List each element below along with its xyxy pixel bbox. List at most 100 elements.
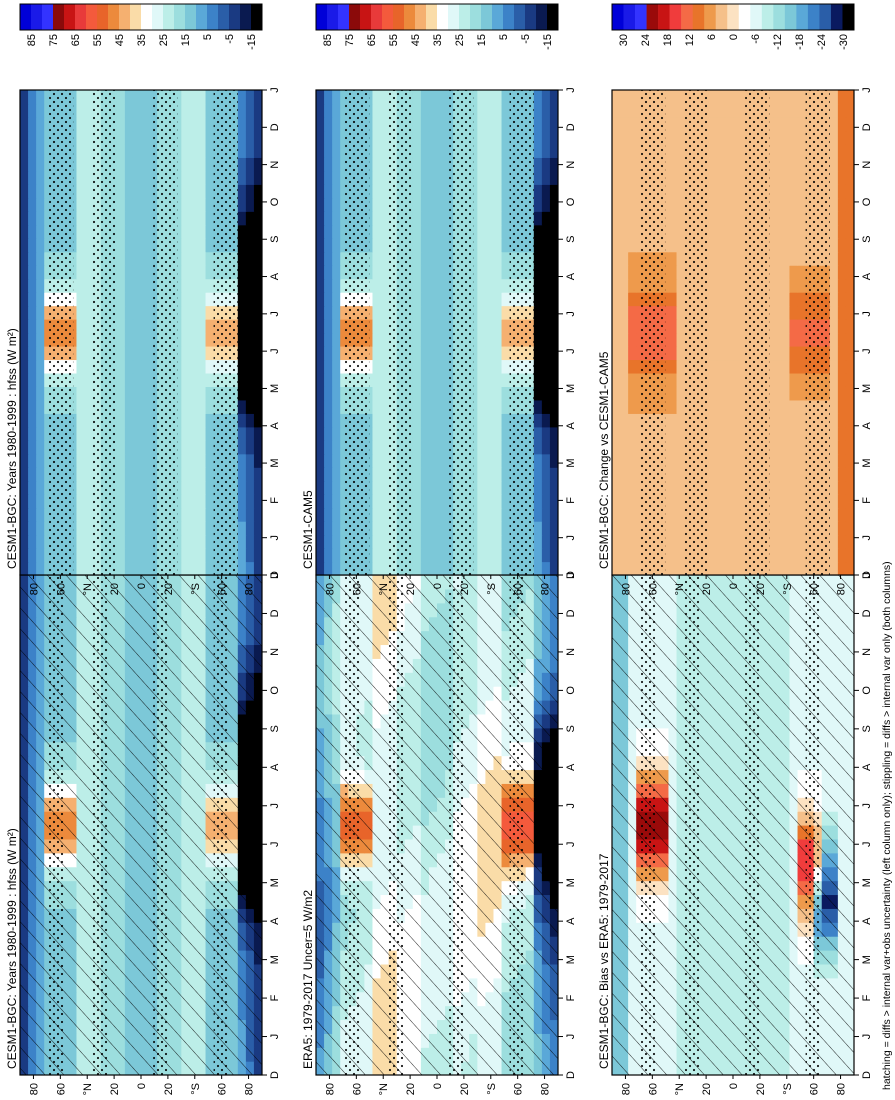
heatmap-cell [36,305,45,320]
heatmap-cell [245,197,255,212]
colorbar-swatch [97,4,109,30]
x-tick-label: D [269,123,281,131]
heatmap-cell [253,238,262,253]
heatmap-cell [76,440,86,455]
heatmap-cell [245,184,255,199]
colorbar-swatch [31,4,43,30]
heatmap-cell [316,494,325,509]
heatmap-cell [324,480,333,495]
heatmap-cell [253,386,262,401]
heatmap-cell [380,116,390,132]
heatmap-cell [84,413,94,428]
heatmap-cell [412,251,422,266]
x-tick-label: D [565,1071,577,1079]
heatmap-cell [141,197,150,212]
heatmap-cell [173,157,182,172]
heatmap-cell [205,453,215,468]
x-tick-label: J [269,572,281,578]
heatmap-cell [428,467,438,482]
heatmap-cell [420,184,430,199]
heatmap-cell [428,116,438,132]
heatmap-cell [132,265,142,280]
heatmap-cell [533,426,543,441]
heatmap-cell [197,143,207,158]
heatmap-cell [36,548,45,563]
heatmap-cell [28,251,37,266]
heatmap-cell [116,319,126,334]
heatmap-cell [84,440,94,455]
heatmap-cell [324,359,333,374]
heatmap-cell [332,372,341,387]
y-tick-label: 0 [432,583,444,589]
heatmap-cell [197,399,207,414]
heatmap-cell [541,143,551,158]
heatmap-cell [173,399,182,414]
heatmap-cell [412,480,422,495]
heatmap-cell [428,130,438,145]
heatmap-cell [372,184,382,199]
heatmap-cell [181,265,190,280]
heatmap-cell [253,265,262,280]
x-tick-label: O [269,686,281,695]
heatmap-cell [533,224,543,239]
heatmap-cell [340,507,349,522]
heatmap-cell [533,494,543,509]
heatmap-cell [28,332,37,347]
heatmap-cell [372,292,382,307]
heatmap-cell [76,521,86,536]
heatmap-cell [380,211,390,226]
heatmap-cell [533,157,543,172]
heatmap-cell [493,305,503,320]
heatmap-cell [493,170,503,185]
heatmap-cell [428,292,438,307]
heatmap-cell [28,238,37,253]
heatmap-cell [237,494,247,509]
heatmap-cell [340,345,349,361]
heatmap-field-p4 [316,90,558,575]
heatmap-cell [116,507,126,522]
heatmap-cell [124,507,134,522]
y-tick-label: °S [190,1083,202,1095]
heatmap-cell [437,534,446,549]
colorbar-swatch [86,4,98,30]
heatmap-cell [437,480,446,495]
heatmap-cell [189,116,199,132]
heatmap-cell [245,211,255,226]
heatmap-cell [124,426,134,441]
heatmap-cell [493,116,503,132]
heatmap-cell [76,292,86,307]
heatmap-cell [316,143,325,158]
heatmap-cell [44,251,53,266]
heatmap-cell [372,480,382,495]
heatmap-cell [420,116,430,132]
heatmap-cell [197,359,207,374]
heatmap-cell [116,440,126,455]
heatmap-cell [477,521,486,536]
heatmap-cell [437,319,446,334]
heatmap-cell [533,184,543,199]
heatmap-cell [237,197,247,212]
heatmap-cell [485,426,495,441]
heatmap-cell [173,453,182,468]
colorbar-swatch [108,4,120,30]
colorbar-swatch [481,4,493,30]
heatmap-cell [36,386,45,401]
heatmap-cell [372,305,382,320]
heatmap-cell [332,292,341,307]
heatmap-cell [477,211,486,226]
heatmap-cell [132,386,142,401]
heatmap-cell [501,534,511,549]
panel-title: CESM1-BGC: Years 1980-1999 : hfss (W m²) [5,328,19,569]
heatmap-cell [84,130,94,145]
heatmap-cell [205,211,215,226]
heatmap-cell [132,319,142,334]
heatmap-cell [485,184,495,199]
heatmap-cell [116,521,126,536]
heatmap-cell [549,251,558,266]
heatmap-cell [245,90,255,105]
colorbar-label: -5 [520,34,532,44]
heatmap-cell [173,116,182,132]
heatmap-cell [116,480,126,495]
heatmap-cell [372,548,382,563]
